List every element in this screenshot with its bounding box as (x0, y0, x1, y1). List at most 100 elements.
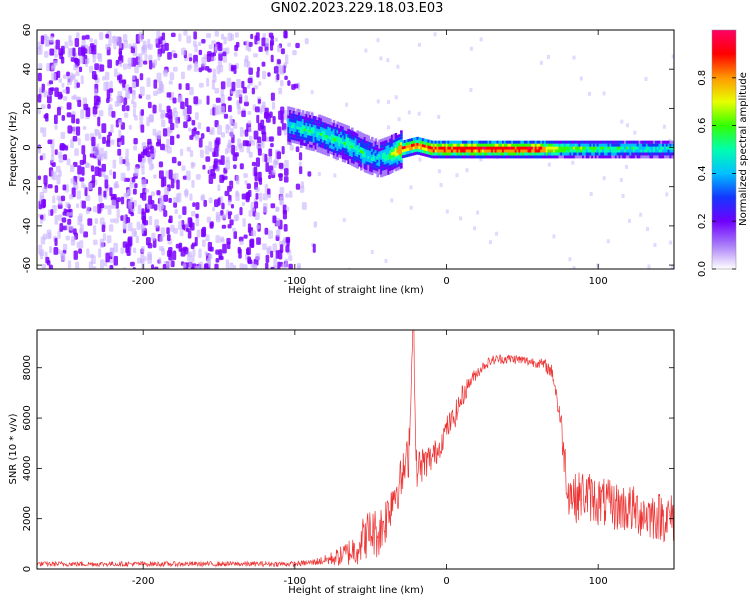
spectrogram-noise-cell (61, 115, 65, 121)
spectrogram-trace-cell (565, 152, 569, 156)
spectrogram-trace-cell (289, 130, 292, 134)
spectrogram-noise-cell (208, 44, 213, 50)
spectrogram-trace-cell (649, 155, 653, 159)
spectrogram-noise-cell (203, 199, 207, 207)
spectrogram-trace-cell (367, 158, 370, 162)
spectrogram-trace-cell (463, 140, 467, 144)
spectrogram-trace-cell (367, 164, 370, 168)
spectrogram-trace-cell (332, 152, 336, 156)
spectrogram-noise-cell (256, 114, 260, 124)
spectrogram-trace-cell (314, 119, 318, 123)
spectrogram-trace-cell (356, 142, 360, 146)
spectrogram-trace-cell (305, 143, 309, 147)
spectrogram-speck (633, 130, 637, 135)
spectrogram-trace-cell (593, 146, 596, 150)
spectrogram-noise-cell (147, 156, 153, 165)
spectrogram-trace-cell (642, 143, 645, 147)
spectrogram-trace-cell (611, 152, 614, 156)
spectrogram-trace-cell (325, 143, 329, 147)
spectrogram-trace-cell (445, 143, 449, 147)
spectrogram-trace-cell (389, 141, 392, 145)
spectrogram-noise-cell (208, 197, 213, 204)
spectrogram-trace-cell (294, 122, 298, 126)
spectrogram-trace-cell (316, 134, 319, 138)
spectrogram-trace-cell (392, 166, 396, 170)
spectrogram-noise-cell (251, 87, 255, 95)
spectrogram-trace-cell (411, 149, 414, 153)
spectrogram-trace-cell (347, 125, 350, 129)
spectrogram-noise-cell (230, 128, 234, 138)
spectrogram-noise-cell (280, 106, 285, 115)
spectrogram-trace-cell (502, 140, 505, 144)
spectrogram-trace-cell (309, 123, 312, 127)
spectrogram-noise-cell (104, 179, 109, 189)
spectrogram-noise-cell (220, 210, 224, 216)
spectrogram-trace-cell (627, 155, 631, 159)
spectrogram-trace-cell (396, 149, 400, 153)
spectrogram-trace-cell (409, 153, 412, 157)
spectrogram-trace-cell (396, 164, 400, 168)
spectrogram-noise-cell (199, 149, 204, 158)
spectrogram-noise-cell (178, 220, 183, 230)
spectrogram-noise-cell (158, 170, 164, 179)
spectrogram-trace-cell (316, 119, 319, 123)
spectrogram-trace-cell (578, 155, 582, 159)
spectrogram-trace-cell (518, 155, 521, 159)
spectrogram-noise-cell (223, 113, 229, 119)
spectrogram-noise-cell (277, 261, 281, 269)
spectrogram-noise-cell (257, 122, 262, 131)
spectrogram-trace-cell (443, 140, 447, 144)
spectrogram-noise-cell (198, 67, 203, 73)
spectrogram-noise-cell (207, 260, 211, 268)
spectrogram-trace-cell (438, 143, 441, 147)
spectrogram-noise-cell (267, 72, 271, 77)
spectrogram-trace-cell (498, 146, 501, 150)
spectrogram-trace-cell (663, 146, 667, 150)
spectrogram-trace-cell (409, 144, 412, 148)
spectrogram-noise-cell (173, 227, 178, 234)
spectrogram-noise-cell (138, 32, 144, 42)
spectrogram-trace-cell (381, 138, 385, 142)
spectrogram-trace-cell (347, 158, 350, 162)
spectrogram-trace-cell (398, 142, 401, 146)
spectrogram-trace-cell (491, 146, 494, 150)
spectrogram-trace-cell (381, 170, 385, 174)
spectrogram-noise-cell (134, 65, 139, 74)
spectrogram-trace-cell (332, 140, 336, 144)
spectrogram-trace-cell (552, 146, 556, 150)
spectrogram-trace-cell (349, 156, 352, 160)
spectrogram-trace-cell (296, 132, 299, 136)
spectrogram-trace-cell (474, 155, 478, 159)
spectrogram-trace-cell (461, 155, 465, 159)
spectrogram-trace-cell (647, 152, 651, 156)
spectrogram-noise-cell (239, 240, 244, 245)
spectrogram-trace-cell (363, 160, 367, 164)
spectrogram-noise-cell (158, 257, 162, 265)
spectrogram-trace-cell (378, 154, 381, 158)
spectrogram-trace-cell (341, 138, 345, 142)
spectrogram-noise-cell (186, 146, 191, 152)
spectrogram-noise-cell (281, 146, 285, 155)
spectrogram-speck (476, 210, 480, 215)
spectrogram-trace-cell (320, 121, 323, 125)
spectrogram-noise-cell (109, 169, 113, 176)
spectrogram-noise-cell (60, 56, 65, 64)
spectrogram-trace-cell (340, 143, 343, 147)
spectrogram-noise-cell (195, 173, 201, 180)
spectrogram-trace-cell (307, 123, 310, 127)
spectrogram-trace-cell (310, 138, 314, 142)
spectrogram-trace-cell (509, 146, 512, 150)
spectrogram-trace-cell (642, 155, 645, 159)
spectrogram-noise-cell (75, 261, 80, 269)
spectrogram-speck (669, 240, 673, 245)
spectrogram-trace-cell (460, 149, 463, 153)
spectrogram-trace-cell (361, 139, 365, 143)
spectrogram-trace-cell (394, 168, 398, 172)
spectrogram-trace-cell (449, 149, 452, 153)
spectrogram-trace-cell (436, 140, 440, 144)
spectrogram-trace-cell (560, 149, 563, 153)
spectrogram-trace-cell (625, 155, 629, 159)
spectrogram-trace-cell (332, 123, 336, 127)
spectrogram-trace-cell (294, 128, 298, 132)
spectrogram-trace-cell (649, 149, 653, 153)
